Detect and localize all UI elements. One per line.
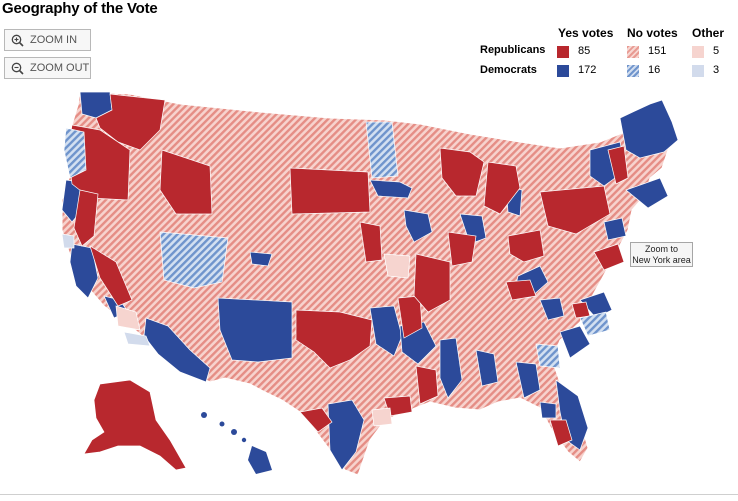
swatch-dem-no bbox=[627, 65, 639, 77]
legend-header-yes: Yes votes bbox=[558, 26, 614, 40]
alaska-shape bbox=[83, 379, 187, 471]
swatch-rep-no bbox=[627, 46, 639, 58]
zoom-in-label: ZOOM IN bbox=[30, 34, 78, 46]
zoom-out-button[interactable]: ZOOM OUT bbox=[4, 57, 91, 79]
hawaii-shape bbox=[201, 412, 272, 474]
swatch-dem-yes bbox=[557, 65, 569, 77]
legend: Yes votes No votes Other Republicans 85 … bbox=[470, 26, 738, 86]
zoom-out-icon bbox=[11, 62, 24, 75]
legend-dem-other-count: 3 bbox=[713, 64, 720, 76]
zoom-in-button[interactable]: ZOOM IN bbox=[4, 29, 91, 51]
legend-rep-other-count: 5 bbox=[713, 45, 720, 57]
legend-dem-no-count: 16 bbox=[648, 64, 661, 76]
legend-header-other: Other bbox=[692, 26, 725, 40]
swatch-dem-other bbox=[692, 65, 704, 77]
swatch-rep-yes bbox=[557, 46, 569, 58]
other-districts bbox=[61, 233, 411, 427]
zoom-ny-line2: New York area bbox=[632, 255, 691, 265]
page-title: Geography of the Vote bbox=[2, 0, 158, 17]
legend-party-democrats: Democrats bbox=[480, 64, 537, 76]
legend-header-no: No votes bbox=[627, 26, 678, 40]
legend-dem-yes-count: 172 bbox=[578, 64, 597, 76]
zoom-in-icon bbox=[11, 34, 24, 47]
bottom-divider bbox=[0, 494, 738, 495]
zoom-ny-line1: Zoom to bbox=[644, 244, 678, 254]
zoom-out-label: ZOOM OUT bbox=[30, 62, 90, 74]
swatch-rep-other bbox=[692, 46, 704, 58]
legend-rep-yes-count: 85 bbox=[578, 45, 591, 57]
republican-yes-districts bbox=[67, 93, 629, 447]
legend-rep-no-count: 151 bbox=[648, 45, 667, 57]
democrat-no-districts bbox=[63, 121, 611, 369]
legend-party-republicans: Republicans bbox=[480, 44, 546, 56]
zoom-new-york-button[interactable]: Zoom to New York area bbox=[630, 242, 693, 267]
us-district-map[interactable] bbox=[0, 84, 738, 494]
